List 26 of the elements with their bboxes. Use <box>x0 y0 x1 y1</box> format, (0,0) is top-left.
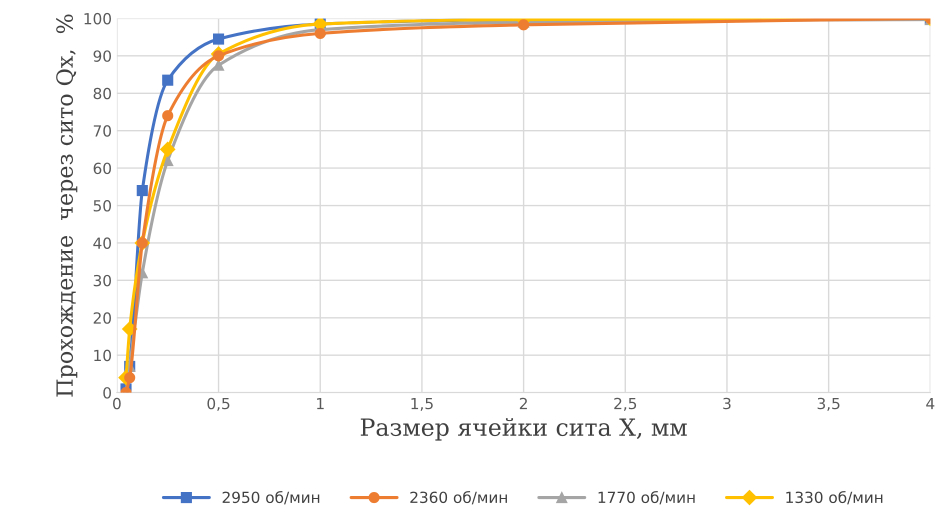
y-tick-label: 50 <box>94 200 111 212</box>
x-tick-label: 4 <box>926 398 934 410</box>
y-tick-label: 40 <box>93 237 111 249</box>
x-tick-label: 0 <box>113 398 121 410</box>
y-tick-label: 30 <box>94 274 111 286</box>
y-tick-label: 20 <box>94 312 111 324</box>
x-tick-label: 2 <box>520 398 527 410</box>
y-axis-title: Прохождение через сито Qx, % <box>56 14 78 397</box>
y-tick-label: 90 <box>94 50 111 62</box>
legend-label: 1330 об/мин <box>786 491 882 504</box>
legend-label: 2360 об/мин <box>410 491 507 504</box>
x-tick-label: 1 <box>317 398 324 410</box>
x-tick-label: 3 <box>723 398 731 410</box>
y-tick-label: 10 <box>94 350 111 362</box>
x-axis-title: Размер ячейки сита X, мм <box>360 418 687 441</box>
y-tick-label: 80 <box>94 88 111 100</box>
y-tick-label: 70 <box>94 125 111 137</box>
y-tick-label: 0 <box>103 387 111 399</box>
y-tick-label: 60 <box>94 162 111 174</box>
legend-label: 1770 об/мин <box>598 491 695 504</box>
x-tick-label: 0,5 <box>207 398 230 411</box>
legend-label: 2950 об/мин <box>222 491 320 504</box>
x-tick-label: 2,5 <box>614 398 636 411</box>
x-tick-label: 3,5 <box>818 398 840 411</box>
x-tick-label: 1,5 <box>411 398 433 411</box>
y-tick-label: 100 <box>84 12 111 24</box>
